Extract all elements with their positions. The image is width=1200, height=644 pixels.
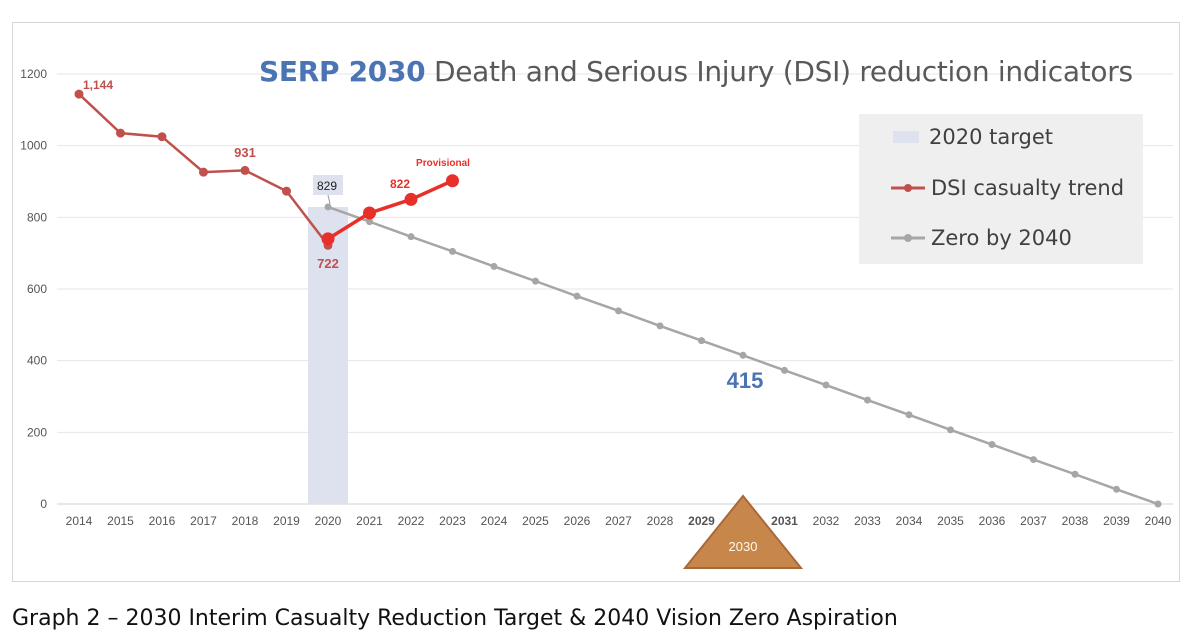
trend-recent-series-line bbox=[327, 179, 454, 241]
x-tick-label: 2027 bbox=[605, 514, 632, 528]
x-tick-label: 2022 bbox=[398, 514, 425, 528]
trend-recent-series-point-2021 bbox=[363, 206, 376, 220]
zero-series-point-2035 bbox=[947, 426, 954, 434]
legend-item-trend: DSI casualty trend bbox=[859, 173, 1124, 203]
zero-series-point-2024 bbox=[490, 262, 498, 270]
zero-series-point-2039 bbox=[1113, 485, 1120, 493]
legend-zero-swatch bbox=[891, 234, 925, 242]
zero-series-point-2020 bbox=[324, 203, 332, 211]
zero-series-point-2026 bbox=[573, 292, 581, 300]
zero-series-point-2037 bbox=[1030, 456, 1037, 464]
y-tick-label: 200 bbox=[27, 425, 47, 439]
zero-series-point-2021 bbox=[366, 218, 373, 226]
label-1144: 1,144 bbox=[83, 78, 113, 92]
legend-item-zero: Zero by 2040 bbox=[859, 223, 1072, 253]
zero-series-point-2034 bbox=[905, 411, 913, 419]
x-tick-label: 2023 bbox=[439, 514, 466, 528]
figure-caption: Graph 2 – 2030 Interim Casualty Reductio… bbox=[12, 606, 898, 631]
x-tick-label: 2015 bbox=[107, 514, 134, 528]
zero-series-point-2028 bbox=[656, 322, 664, 330]
label-provisional: Provisional bbox=[416, 158, 470, 169]
y-tick-label: 0 bbox=[40, 497, 47, 511]
x-tick-label: 2033 bbox=[854, 514, 881, 528]
x-tick-label: 2021 bbox=[356, 514, 383, 528]
x-tick-label: 2014 bbox=[66, 514, 93, 528]
legend-trend-swatch bbox=[891, 184, 925, 192]
legend-trend-label: DSI casualty trend bbox=[931, 176, 1125, 200]
chart-frame: 0 200 400 600 800 1000 1200 2014 2015 2016 2017 201… bbox=[12, 22, 1180, 582]
x-tick-label: 2024 bbox=[481, 514, 508, 528]
x-tick-label: 2019 bbox=[273, 514, 300, 528]
x-tick-label: 2037 bbox=[1020, 514, 1047, 528]
label-829-box bbox=[313, 175, 343, 195]
x-tick-label: 2018 bbox=[232, 514, 259, 528]
zero-series-point-2022 bbox=[407, 233, 415, 241]
trend-series-point-2014 bbox=[74, 89, 84, 99]
x-tick-label: 2029 bbox=[688, 514, 715, 528]
trend-series-point-2018 bbox=[240, 165, 250, 175]
zero-series-point-2038 bbox=[1071, 470, 1079, 478]
label-822: 822 bbox=[390, 177, 410, 191]
trend-recent-series-point-2020 bbox=[321, 232, 335, 246]
x-tick-label: 2031 bbox=[771, 514, 798, 528]
x-tick-label: 2036 bbox=[979, 514, 1006, 528]
x-tick-label: 2020 bbox=[315, 514, 342, 528]
x-tick-label: 2032 bbox=[813, 514, 840, 528]
x-tick-label: 2038 bbox=[1062, 514, 1089, 528]
target-bar-2020 bbox=[308, 206, 348, 505]
trend-recent-series-point-2022 bbox=[404, 192, 418, 206]
y-tick-label: 400 bbox=[27, 354, 47, 368]
zero-series-point-2023 bbox=[449, 247, 456, 255]
label-2030: 2030 bbox=[729, 539, 758, 554]
zero-series-point-2029 bbox=[698, 337, 705, 345]
title-bold: SERP 2030 bbox=[259, 55, 426, 88]
x-tick-label: 2016 bbox=[149, 514, 176, 528]
x-tick-label: 2034 bbox=[896, 514, 923, 528]
legend: 2020 target DSI casualty trend Zero by 2… bbox=[859, 114, 1143, 264]
label-415: 415 bbox=[727, 368, 764, 393]
x-tick-label: 2035 bbox=[937, 514, 964, 528]
x-tick-label: 2026 bbox=[564, 514, 591, 528]
title-rest: Death and Serious Injury (DSI) reduction… bbox=[425, 55, 1133, 88]
x-tick-label: 2028 bbox=[647, 514, 674, 528]
y-tick-label: 1000 bbox=[20, 139, 47, 153]
zero-series-point-2040 bbox=[1154, 500, 1162, 508]
x-tick-label: 2039 bbox=[1103, 514, 1130, 528]
zero-series-point-2027 bbox=[615, 307, 622, 315]
x-tick-label: 2017 bbox=[190, 514, 217, 528]
trend-series-point-2016 bbox=[157, 132, 167, 142]
trend-series-point-2017 bbox=[199, 167, 208, 177]
legend-zero-label: Zero by 2040 bbox=[931, 226, 1072, 250]
zero-series-point-2032 bbox=[822, 381, 830, 389]
zero-series-point-2033 bbox=[864, 396, 871, 404]
y-tick-label: 800 bbox=[27, 210, 47, 224]
label-722: 722 bbox=[317, 256, 339, 271]
y-tick-label: 1200 bbox=[20, 67, 47, 81]
trend-series-point-2019 bbox=[282, 186, 291, 196]
trend-series-point-2015 bbox=[116, 128, 125, 138]
label-829: 829 bbox=[317, 179, 337, 193]
chart-canvas: 0 200 400 600 800 1000 1200 2014 2015 2016 2017 201… bbox=[20, 67, 1173, 569]
legend-target-swatch bbox=[893, 131, 919, 143]
zero-series-point-2030 bbox=[739, 351, 747, 359]
label-931: 931 bbox=[234, 145, 256, 160]
chart-title: SERP 2030 Death and Serious Injury (DSI)… bbox=[259, 55, 1133, 88]
triangle-2030-marker bbox=[682, 494, 804, 569]
zero-series-point-2025 bbox=[532, 277, 539, 285]
trend-recent-series-point-2023 bbox=[446, 174, 459, 188]
x-tick-label: 2025 bbox=[522, 514, 549, 528]
label-829-leader bbox=[327, 194, 331, 205]
legend-target-label: 2020 target bbox=[929, 125, 1053, 149]
zero-series-point-2031 bbox=[781, 366, 788, 374]
x-tick-label: 2040 bbox=[1145, 514, 1172, 528]
y-tick-label: 600 bbox=[27, 282, 47, 296]
zero-series-point-2036 bbox=[988, 441, 996, 449]
legend-item-target: 2020 target bbox=[859, 122, 1053, 152]
